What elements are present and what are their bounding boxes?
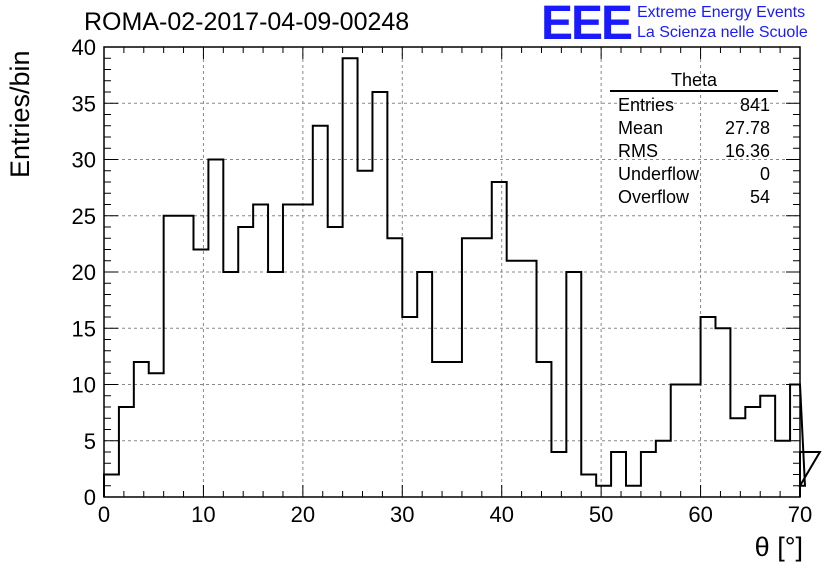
histogram-bin	[447, 362, 462, 497]
stats-label: Overflow	[618, 187, 690, 207]
histogram-bin	[432, 362, 447, 497]
plot-frame	[103, 46, 801, 498]
eee-logo: EEE	[541, 0, 633, 50]
histogram-bin	[581, 475, 596, 498]
y-tick-label: 15	[72, 316, 96, 341]
histogram-bin	[119, 407, 134, 497]
x-tick-label: 10	[191, 502, 215, 527]
histogram-bin	[372, 92, 387, 497]
stats-value: 0	[759, 164, 770, 184]
stats-label: Entries	[618, 95, 675, 115]
y-tick-label: 25	[72, 204, 96, 229]
histogram-bin	[626, 486, 641, 497]
histogram-bin	[193, 250, 208, 498]
y-tick-label: 20	[72, 260, 96, 285]
histogram-bin	[745, 407, 760, 497]
histogram-bin	[730, 418, 745, 497]
stats-row-rms: RMS 16.36	[610, 140, 778, 163]
histogram-bin	[179, 216, 194, 497]
histogram-bin	[596, 486, 611, 497]
stats-label: RMS	[618, 141, 658, 161]
histogram-bin	[462, 238, 477, 497]
x-tick-label: 20	[291, 502, 315, 527]
chart-title: ROMA-02-2017-04-09-00248	[84, 8, 410, 36]
histogram-bin	[522, 261, 537, 497]
stats-row-entries: Entries 841	[610, 94, 778, 117]
histogram-bin	[328, 227, 343, 497]
histogram-bin	[492, 182, 507, 497]
histogram-bin	[775, 441, 790, 497]
histogram-bin	[611, 452, 626, 497]
stats-label: Mean	[618, 118, 664, 138]
histogram-bin	[387, 238, 402, 497]
histogram-bin	[537, 362, 552, 497]
stats-row-underflow: Underflow 0	[610, 163, 778, 186]
histogram-bin	[149, 373, 164, 497]
y-tick-label: 40	[72, 35, 96, 60]
stats-title: Theta	[610, 70, 778, 92]
histogram-bin	[760, 396, 775, 497]
histogram-bin	[701, 317, 716, 497]
histogram-bin	[551, 452, 566, 497]
x-tick-label: 40	[489, 502, 513, 527]
y-tick-label: 35	[72, 91, 96, 116]
histogram-bin	[343, 58, 358, 497]
y-tick-label: 30	[72, 148, 96, 173]
stats-row-overflow: Overflow 54	[610, 186, 778, 209]
stats-value: 16.36	[724, 141, 770, 161]
stats-label: Underflow	[618, 164, 700, 184]
histogram-step-line	[103, 57, 822, 497]
stats-value: 841	[739, 95, 770, 115]
x-axis-label: θ [°]	[754, 532, 803, 562]
logo-caption-line2: La Scienza nelle Scuole	[637, 24, 808, 41]
x-tick-label: 30	[390, 502, 414, 527]
stats-value: 54	[749, 187, 770, 207]
logo-caption-line1: Extreme Energy Events	[637, 4, 806, 21]
histogram-bin	[313, 126, 328, 497]
histogram-bin	[208, 160, 223, 498]
histogram-bin	[477, 238, 492, 497]
histogram-bin	[298, 205, 313, 498]
histogram-bin	[134, 362, 149, 497]
histogram-bin	[283, 205, 298, 498]
histogram-bin	[358, 171, 373, 497]
y-tick-label: 5	[84, 429, 96, 454]
y-tick-label: 10	[72, 373, 96, 398]
histogram-bin	[671, 385, 686, 498]
stats-box: Theta Entries 841 Mean 27.78 RMS 16.36 U…	[610, 70, 778, 209]
histogram-bin	[238, 227, 253, 497]
x-tick-label: 0	[98, 502, 110, 527]
histogram-bin	[253, 205, 268, 498]
histogram-bin	[507, 261, 522, 497]
histogram-bin	[656, 441, 671, 497]
x-tick-label: 70	[788, 502, 812, 527]
histogram-bin	[164, 216, 179, 497]
stats-value: 27.78	[724, 118, 770, 138]
x-tick-label: 60	[688, 502, 712, 527]
y-tick-label: 0	[84, 485, 96, 510]
logo-caption: Extreme Energy Events La Scienza nelle S…	[637, 3, 808, 43]
stats-row-mean: Mean 27.78	[610, 117, 778, 140]
histogram-bin	[402, 317, 417, 497]
histogram-bin	[715, 328, 730, 497]
x-tick-label: 50	[589, 502, 613, 527]
histogram-bin	[641, 452, 656, 497]
